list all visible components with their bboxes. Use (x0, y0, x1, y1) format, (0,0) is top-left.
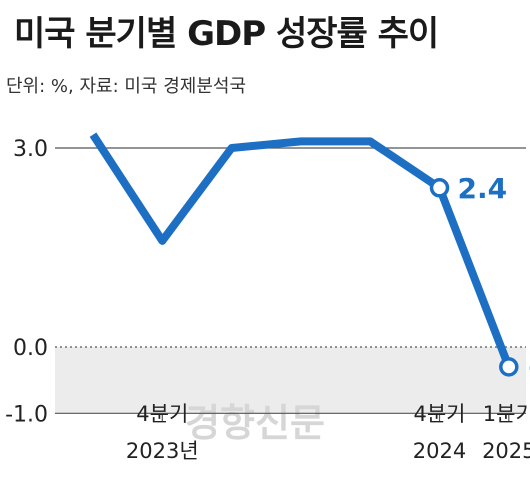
negative-region-band (55, 347, 526, 414)
chart-title: 미국 분기별 GDP 성장률 추이 (14, 14, 439, 54)
y-tick-label: 3.0 (13, 137, 48, 162)
chart-subtitle: 단위: %, 자료: 미국 경제분석국 (6, 76, 246, 97)
x-tick-label: 2024 (413, 439, 466, 463)
y-tick-label: -1.0 (5, 402, 48, 427)
x-tick-label: 1분기 (483, 402, 530, 426)
y-tick-label: 0.0 (13, 336, 48, 361)
data-point-marker (429, 178, 450, 198)
x-tick-label: 4분기 (136, 402, 188, 426)
data-label: 2.4 (458, 172, 508, 205)
x-tick-label: 2025 (482, 439, 530, 463)
x-tick-label: 2023년 (126, 439, 199, 463)
x-tick-label: 4분기 (413, 402, 465, 426)
watermark: 경향신문 (185, 401, 325, 445)
data-label: −0.3 (527, 351, 530, 384)
data-point-marker (499, 357, 519, 377)
gdp-growth-line (89, 132, 513, 369)
